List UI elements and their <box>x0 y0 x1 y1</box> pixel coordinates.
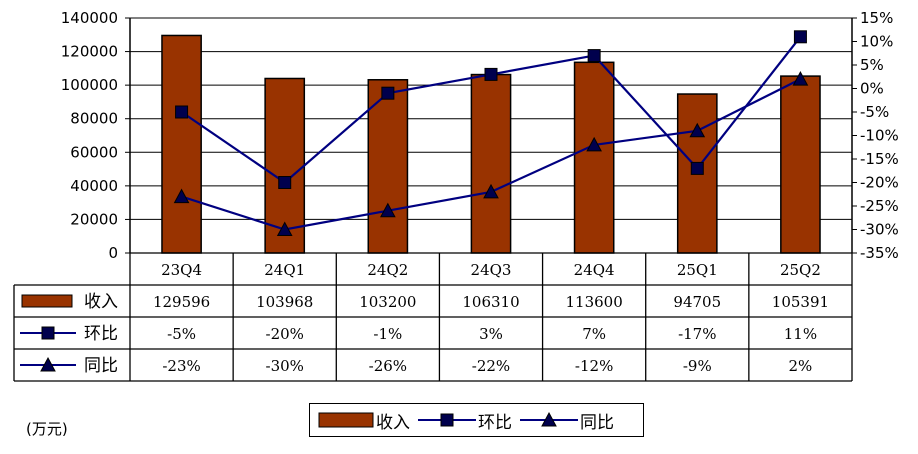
legend-square-marker-icon <box>418 413 476 427</box>
right-tick-label: 10% <box>860 33 893 51</box>
data-cell: -20% <box>266 325 304 343</box>
right-axis-ticks: 15% 10% 5% 0% -5% -10% -15% -20% -25% -30% -35% <box>852 9 899 262</box>
yoy-point <box>380 202 396 218</box>
data-table: 23Q4 24Q1 24Q2 24Q3 24Q4 25Q1 25Q2 收入 129596 1039… <box>13 252 853 382</box>
right-tick-label: -35% <box>860 244 899 262</box>
data-cell: 103200 <box>359 293 416 311</box>
category-label: 24Q2 <box>367 261 408 279</box>
data-cell: 129596 <box>153 293 210 311</box>
data-cell: 105391 <box>772 293 829 311</box>
right-tick-label: -30% <box>860 221 899 239</box>
data-cell: 2% <box>789 357 813 375</box>
revenue-bars <box>161 34 821 254</box>
left-tick-label: 60000 <box>70 143 118 161</box>
category-label: 24Q3 <box>471 261 512 279</box>
data-cell: -12% <box>575 357 613 375</box>
right-tick-label: -15% <box>860 150 899 168</box>
row-key-triangle-marker-icon <box>40 356 56 372</box>
revenue-bar <box>161 34 202 254</box>
left-tick-label: 40000 <box>70 177 118 195</box>
data-cell: -17% <box>678 325 716 343</box>
category-label: 24Q4 <box>574 261 615 279</box>
right-tick-label: -5% <box>860 103 889 121</box>
left-axis-ticks: 0 20000 40000 60000 80000 100000 120000 140000 <box>61 9 130 262</box>
legend-triangle-marker-icon <box>520 411 578 427</box>
qoq-point <box>381 86 395 100</box>
category-label: 23Q4 <box>161 261 202 279</box>
revenue-bar <box>573 61 615 254</box>
data-cell: 94705 <box>673 293 721 311</box>
left-tick-label: 140000 <box>61 9 118 27</box>
revenue-bar <box>470 73 512 254</box>
qoq-point <box>484 67 498 81</box>
yoy-point <box>483 183 499 199</box>
data-cell: -30% <box>266 357 304 375</box>
data-cell: -23% <box>162 357 200 375</box>
unit-label: (万元) <box>26 420 68 438</box>
data-cell: -1% <box>373 325 402 343</box>
yoy-point <box>586 136 602 152</box>
row-series-label: 收入 <box>84 292 118 312</box>
left-tick-label: 80000 <box>70 110 118 128</box>
revenue-bar <box>780 75 821 254</box>
row-key-bar-swatch <box>21 294 73 308</box>
left-tick-label: 20000 <box>70 210 118 228</box>
data-cell: 103968 <box>256 293 313 311</box>
data-cell: 106310 <box>462 293 519 311</box>
yoy-point <box>173 188 190 204</box>
legend-item-revenue: 收入 <box>316 408 410 433</box>
legend-label-revenue: 收入 <box>376 412 410 433</box>
ratio-lines <box>173 30 809 236</box>
qoq-point <box>587 49 601 63</box>
right-tick-label: -20% <box>860 174 899 192</box>
revenue-bar <box>367 79 409 254</box>
data-cell: 11% <box>784 325 817 343</box>
left-tick-label: 100000 <box>61 76 118 94</box>
data-cell: -26% <box>369 357 407 375</box>
legend-item-qoq: 环比 <box>416 408 512 433</box>
category-label: 25Q1 <box>677 261 718 279</box>
category-label: 25Q2 <box>780 261 821 279</box>
data-cell: 7% <box>582 325 606 343</box>
data-cell: -22% <box>472 357 510 375</box>
legend: 收入 环比 同比 <box>309 403 644 437</box>
legend-bar-swatch <box>318 412 374 428</box>
row-series-label: 同比 <box>84 356 118 376</box>
legend-label-qoq: 环比 <box>478 412 512 433</box>
right-tick-label: -25% <box>860 197 899 215</box>
data-cell: 3% <box>479 325 503 343</box>
qoq-point <box>793 30 807 44</box>
row-series-label: 环比 <box>84 324 118 344</box>
category-label: 24Q1 <box>264 261 305 279</box>
right-tick-label: 5% <box>860 56 884 74</box>
yoy-point <box>689 122 706 138</box>
right-tick-label: -10% <box>860 127 899 145</box>
right-tick-label: 0% <box>860 80 884 98</box>
data-cell: -5% <box>167 325 196 343</box>
qoq-point <box>278 176 292 189</box>
left-tick-label: 120000 <box>61 43 118 61</box>
legend-item-yoy: 同比 <box>518 408 614 433</box>
data-cell: 113600 <box>566 293 623 311</box>
yoy-point <box>276 221 293 236</box>
qoq-point <box>690 161 704 175</box>
left-tick-label: 0 <box>108 244 118 262</box>
right-tick-label: 15% <box>860 9 893 27</box>
data-cell: -9% <box>683 357 712 375</box>
qoq-point <box>175 105 189 119</box>
legend-label-yoy: 同比 <box>580 412 614 433</box>
yoy-point <box>792 71 809 86</box>
row-key-square-marker-icon <box>41 326 55 340</box>
